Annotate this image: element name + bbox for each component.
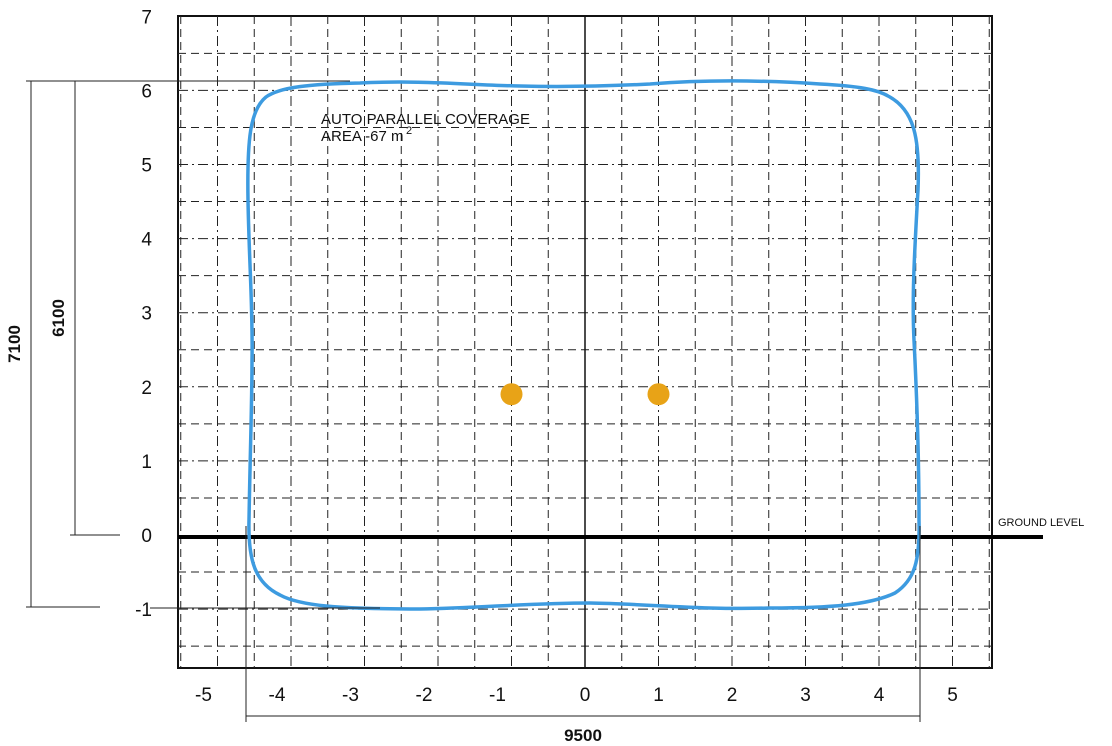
- x-tick-label: 1: [653, 685, 664, 706]
- x-tick-label: 4: [874, 685, 885, 706]
- y-tick-label: 0: [141, 526, 152, 547]
- x-tick-label: 5: [947, 685, 958, 706]
- x-tick-label: -5: [195, 685, 212, 706]
- y-tick-label: 7: [141, 7, 152, 28]
- dimension-height-above-ground: 6100: [49, 80, 80, 536]
- x-tick-label: -3: [342, 685, 359, 706]
- y-tick-label: 6: [141, 81, 152, 102]
- coverage-label-line1: AUTO PARALLEL COVERAGE: [321, 111, 530, 128]
- coverage-label-superscript: 2: [406, 125, 412, 137]
- ground-level-label: GROUND LEVEL: [998, 517, 1084, 529]
- y-tick-labels: 7 6 5 4 3 2 1 0 -1: [135, 7, 152, 621]
- x-tick-labels: -5 -4 -3 -2 -1 0 1 2 3 4 5: [195, 685, 958, 706]
- dimension-width-label: 9500: [564, 726, 602, 745]
- coverage-area-outline: [246, 79, 921, 611]
- dimension-height-total-label: 7100: [5, 325, 24, 363]
- dimension-width: 9500: [245, 526, 921, 745]
- x-tick-label: 0: [580, 685, 591, 706]
- x-tick-label: -2: [416, 685, 433, 706]
- device-marker: [647, 383, 670, 406]
- y-tick-label: 2: [141, 378, 152, 399]
- device-marker: [500, 383, 523, 406]
- y-tick-label: -1: [135, 600, 152, 621]
- dimension-height-total: 7100: [5, 80, 36, 608]
- x-tick-label: -4: [269, 685, 286, 706]
- y-tick-label: 5: [141, 156, 152, 177]
- y-tick-label: 3: [141, 304, 152, 325]
- x-tick-label: 2: [727, 685, 738, 706]
- dimension-height-above-ground-label: 6100: [49, 299, 68, 337]
- x-tick-label: -1: [489, 685, 506, 706]
- coverage-label-line2: AREA -67 m: [321, 128, 404, 145]
- x-tick-label: 3: [800, 685, 811, 706]
- y-tick-label: 4: [141, 230, 152, 251]
- y-tick-label: 1: [141, 452, 152, 473]
